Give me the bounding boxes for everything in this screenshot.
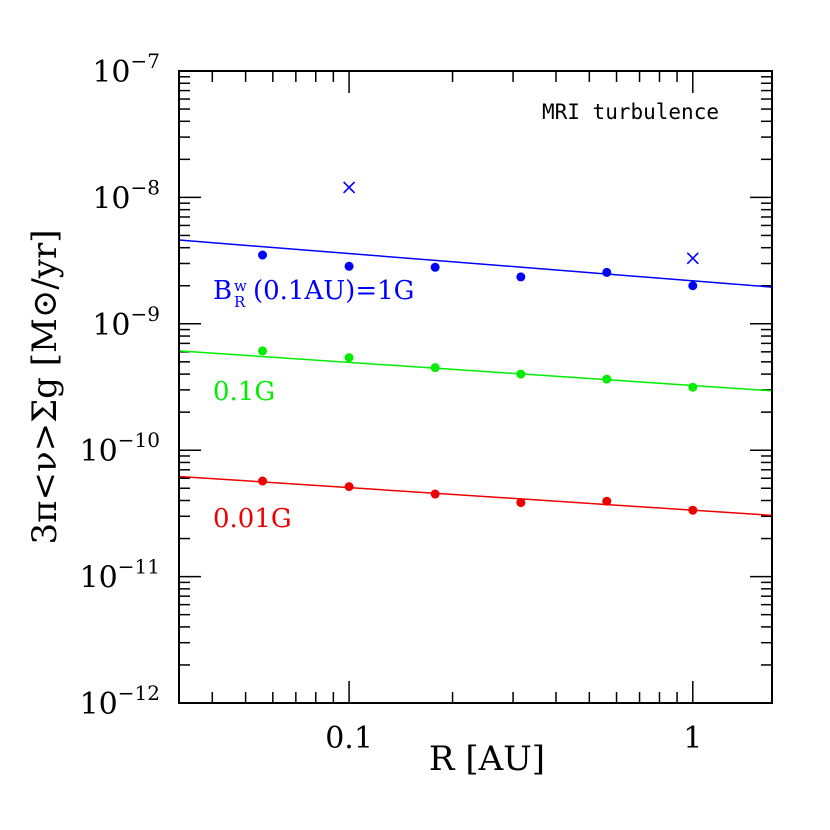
- y-tick-label: 10−8: [92, 175, 160, 216]
- series-label-red: 0.01G: [213, 504, 292, 534]
- fit-line: [178, 350, 773, 392]
- data-point: [344, 482, 354, 492]
- x-tick-label: 0.1: [325, 721, 373, 756]
- data-point: [602, 267, 612, 277]
- x-axis-label: R [AU]: [429, 739, 545, 779]
- fit-line: [178, 239, 773, 288]
- data-point: [516, 498, 526, 508]
- svg-text:w: w: [234, 277, 247, 295]
- data-point: [344, 261, 354, 271]
- data-point: [602, 374, 612, 384]
- y-tick-label: 10−12: [80, 681, 160, 722]
- data-point: [430, 489, 440, 499]
- svg-text:(0.1AU)=1G: (0.1AU)=1G: [253, 276, 414, 306]
- data-point: [516, 272, 526, 282]
- data-point: [344, 353, 354, 363]
- data-point: [688, 281, 698, 291]
- cross-stroke: [686, 252, 699, 265]
- series-label-blue: B w R (0.1AU)=1G: [213, 276, 414, 311]
- fit-line: [178, 475, 773, 517]
- data-point: [258, 250, 268, 260]
- cross-marker: [343, 181, 356, 194]
- y-tick-labels: 10−12 10−11 10−10 10−9 10−8 10−7: [80, 49, 160, 722]
- series-label-green: 0.1G: [213, 377, 275, 407]
- fit-lines: [178, 239, 773, 517]
- svg-text:R: R: [234, 293, 246, 311]
- x-tick-label: 1: [683, 721, 702, 756]
- data-point: [516, 369, 526, 379]
- axis-ticks: [179, 71, 772, 704]
- data-point: [688, 382, 698, 392]
- data-point: [430, 363, 440, 373]
- svg-text:B: B: [213, 276, 232, 306]
- cross-stroke: [343, 181, 356, 194]
- data-points: [258, 181, 699, 515]
- y-tick-label: 10−11: [80, 555, 160, 596]
- data-point: [688, 505, 698, 515]
- plot-frame: [178, 70, 773, 704]
- data-point: [602, 496, 612, 506]
- annotation-mri-turbulence: MRI turbulence: [542, 100, 719, 124]
- y-tick-label: 10−7: [92, 49, 160, 90]
- data-point: [258, 346, 268, 356]
- x-tick-labels: 0.1 1: [325, 721, 702, 756]
- data-point: [258, 476, 268, 486]
- data-point: [430, 262, 440, 272]
- cross-marker: [686, 252, 699, 265]
- y-tick-label: 10−10: [80, 428, 160, 469]
- y-axis-label: 3π<ν>Σg [M⊙/yr]: [25, 230, 65, 545]
- y-tick-label: 10−9: [92, 302, 160, 343]
